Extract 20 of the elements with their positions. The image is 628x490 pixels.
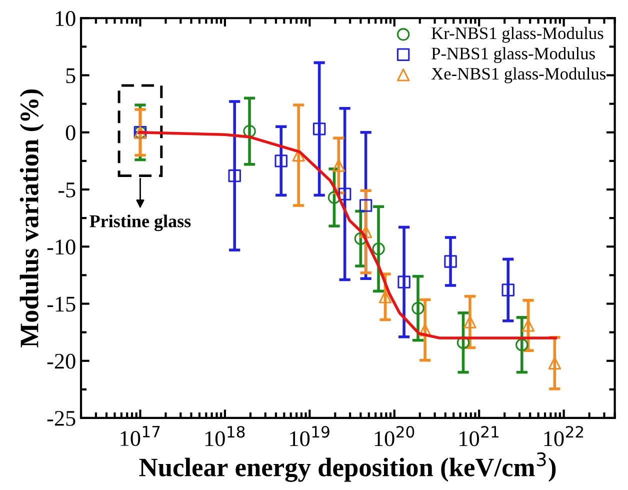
y-tick-label: 0 [66, 125, 76, 140]
legend-label: Xe-NBS1 glass-Modulus [431, 67, 606, 84]
x-tick-label: 10$^{21}$ [460, 426, 498, 446]
x-tick-label: 10$^{22}$ [544, 426, 584, 446]
y-tick-label: -10 [47, 240, 76, 255]
y-tick-label: 10 [56, 11, 76, 26]
legend-label: P-NBS1 glass-Modulus [432, 47, 595, 63]
x-tick-label: 10$^{19}$ [290, 426, 330, 446]
x-tick-label: 10$^{17}$ [120, 426, 160, 446]
x-tick-label: 10$^{20}$ [374, 426, 414, 446]
y-tick-label: -20 [47, 354, 76, 369]
x-tick-label: 10$^{18}$ [205, 426, 245, 446]
y-axis-title: Modulus variation (%) [20, 89, 44, 348]
y-tick-label: -15 [47, 296, 76, 312]
y-tick-label: -25 [47, 410, 76, 426]
x-axis-title: Nuclear energy deposition (keV/cm$^{3}$) [139, 452, 556, 482]
annotation: Pristine glass [90, 214, 191, 232]
y-tick-label: -5 [58, 182, 76, 198]
y-tick-label: 5 [66, 68, 76, 84]
legend-label: Kr-NBS1 glass-Modulus [432, 26, 604, 43]
